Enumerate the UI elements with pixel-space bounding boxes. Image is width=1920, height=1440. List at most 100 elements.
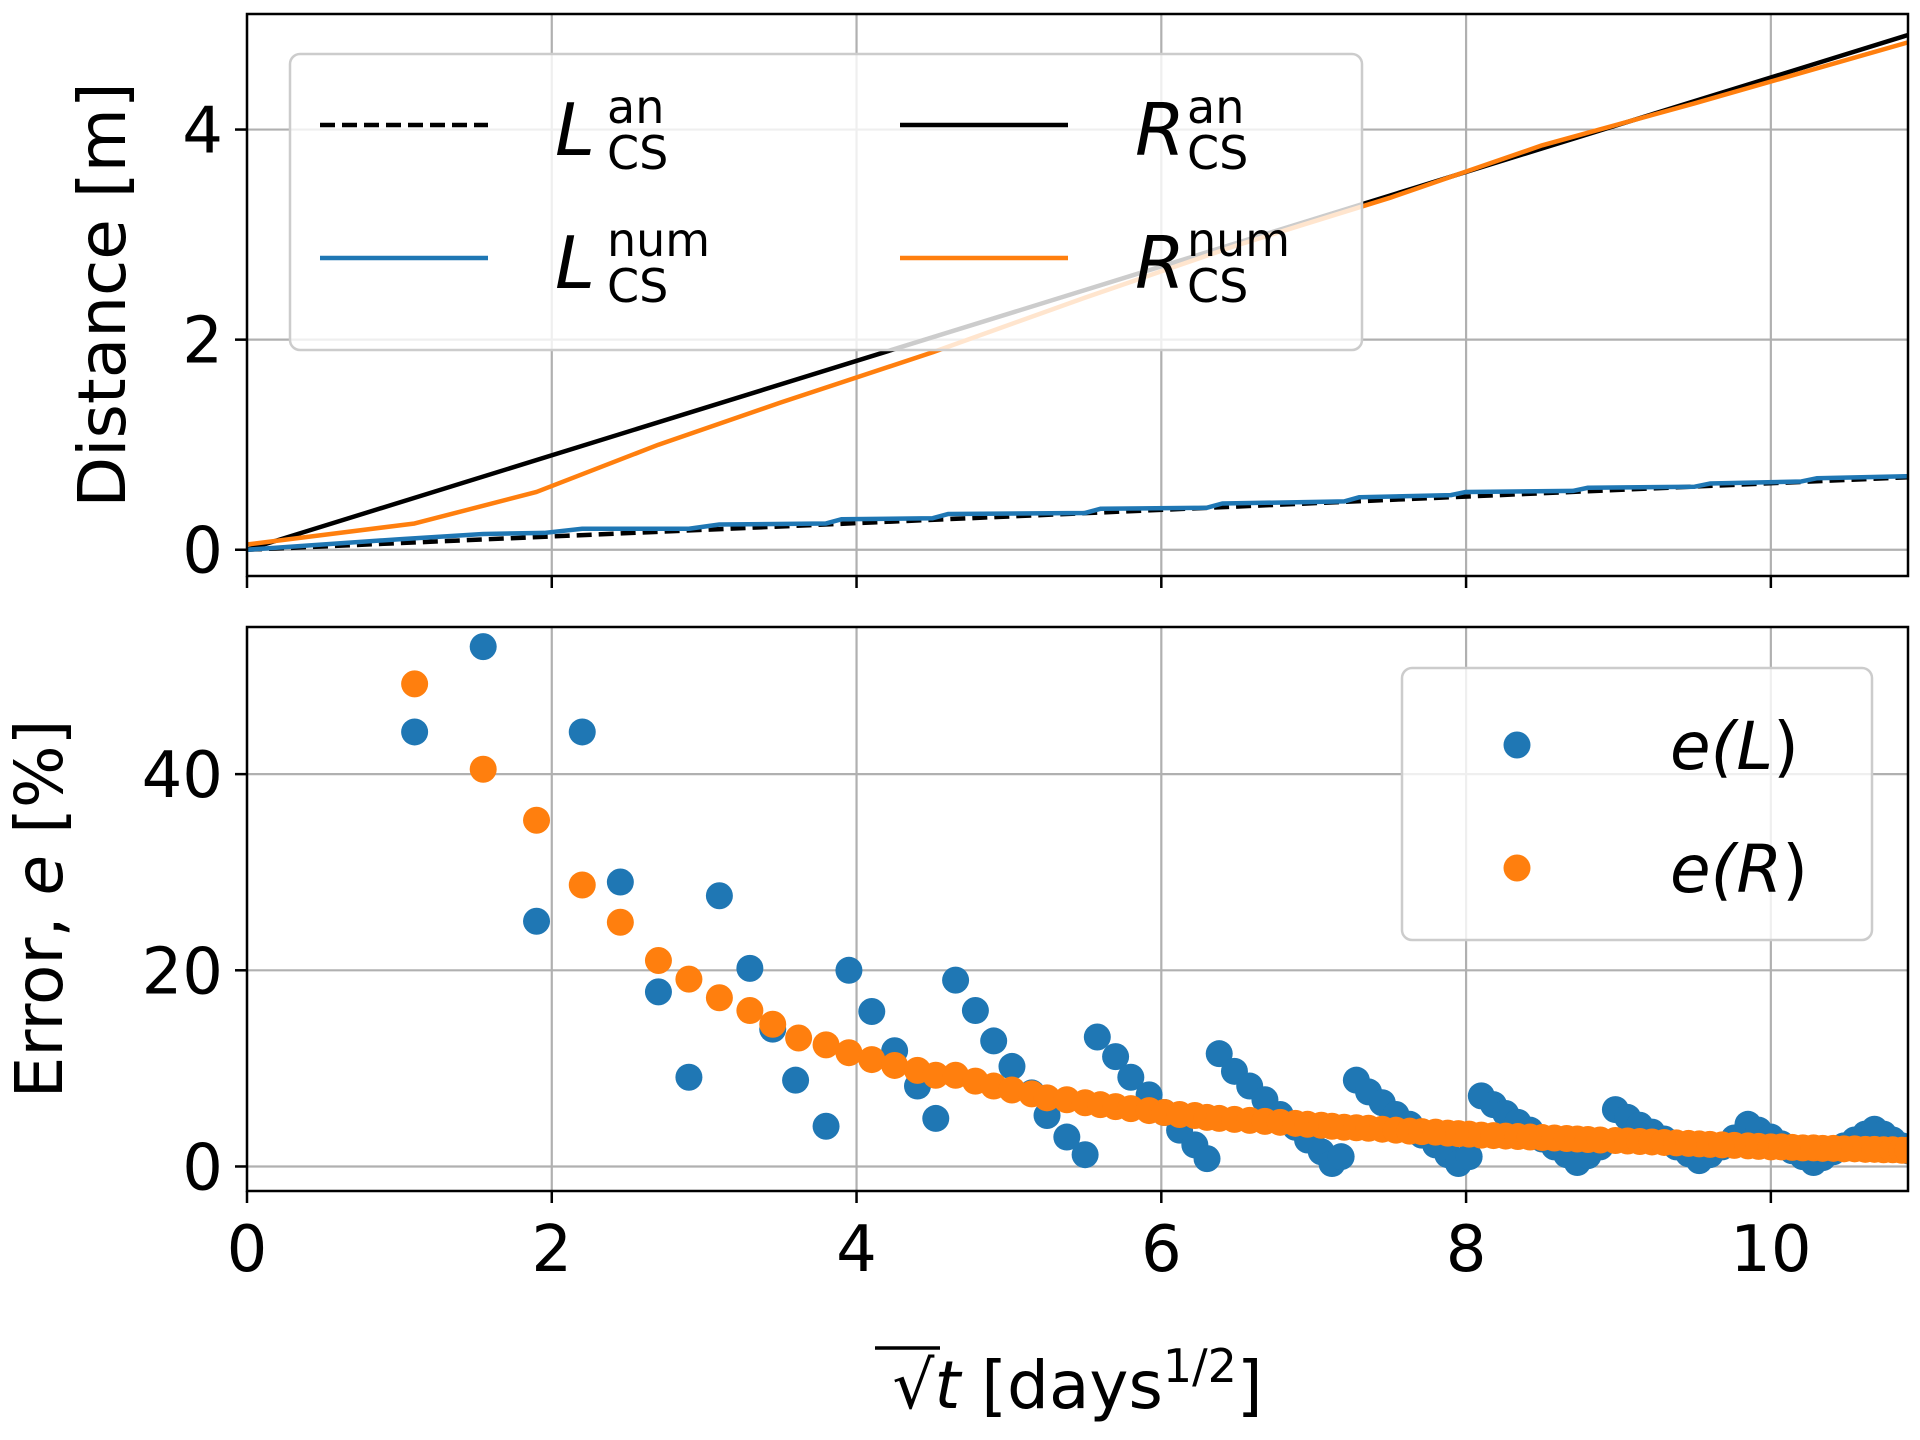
x-label-superscript: 1/2 [1163,1339,1237,1393]
data-point-er [401,670,429,698]
x-label-variable: t [934,1347,962,1424]
data-point-er [705,984,733,1012]
y-tick-label: 0 [182,515,223,589]
data-point-er [568,871,596,899]
data-point-er [736,997,764,1025]
data-point-el [469,633,497,661]
y-label-variable: e [1,855,78,896]
x-axis-label: √t [days1/2] [892,1339,1262,1424]
data-point-er [644,946,672,974]
legend-superscript: num [607,213,710,267]
plot-frame [245,625,1910,1193]
data-point-er [835,1039,863,1067]
data-point-el [1327,1143,1355,1171]
plot-frame [245,12,1910,578]
y-axis-label: Distance [m] [64,82,141,507]
data-point-el [835,956,863,984]
y-tick-label: 4 [182,95,223,169]
legend-label: e(R) [1670,831,1808,908]
legend-symbol: R [1135,88,1185,172]
legend-symbol: L [555,88,595,172]
legend-close: ) [1782,831,1808,908]
x-label-text: [days [960,1347,1163,1424]
data-point-el [523,907,551,935]
legend-marker [1503,731,1531,759]
legend-superscript: an [607,80,664,134]
x-tick-label: 8 [1446,1213,1487,1287]
data-point-el [998,1052,1026,1080]
data-point-er [675,965,703,993]
data-point-el [1117,1063,1145,1091]
data-point-el [1455,1143,1483,1171]
legend-variable: L [1736,708,1773,785]
data-point-el [1083,1023,1111,1051]
data-point-el [858,998,886,1026]
data-point-el [644,978,672,1006]
data-point-er [812,1031,840,1059]
data-point-er [523,806,551,834]
y-label-text: Error, [1,895,78,1098]
x-tick-label: 6 [1141,1213,1182,1287]
data-point-el [1205,1040,1233,1068]
data-point-el [942,966,970,994]
legend-subscript: CS [607,259,668,313]
y-label-unit: [%] [1,720,78,855]
legend-label: Ran CS [1135,80,1248,180]
x-label-sqrt: √ [892,1347,935,1424]
bottom-panel: 0 2 4 6 8 10 0 20 40 Error, e [%] √t [days1/2] e( L)… [1,625,1910,1424]
data-point-el [1071,1141,1099,1169]
x-tick-label: 4 [836,1213,877,1287]
data-point-el [705,882,733,910]
data-point-er [1033,1084,1061,1112]
data-point-er [606,908,634,936]
legend-func: e( [1670,831,1740,908]
scatter-points [401,633,1908,1178]
x-label-close: ] [1237,1347,1263,1424]
data-point-el [606,868,634,896]
x-tick-label: 2 [531,1213,572,1287]
data-point-el [1193,1145,1221,1173]
data-point-el [1102,1043,1130,1071]
x-tick-label: 10 [1730,1213,1811,1287]
legend-subscript: CS [1187,126,1248,180]
y-tick-label: 20 [142,935,223,1009]
legend-symbol: R [1135,221,1185,305]
y-tick-label: 2 [182,305,223,379]
legend-superscript: num [1187,213,1290,267]
data-point-el [922,1104,950,1132]
legend-subscript: CS [1187,259,1248,313]
legend-label: Rnum CS [1135,213,1290,313]
data-point-el [812,1112,840,1140]
legend-close: ) [1773,708,1799,785]
data-point-el [675,1063,703,1091]
data-point-er [881,1051,909,1079]
legend-frame [288,52,1364,352]
data-point-el [1053,1123,1081,1151]
legend-symbol: L [555,221,595,305]
series-line-lcsan [246,475,1909,552]
data-point-er [759,1010,787,1038]
data-point-er [922,1061,950,1089]
data-point-el [980,1027,1008,1055]
data-point-el [961,997,989,1025]
data-point-er [1894,1136,1908,1164]
data-point-er [785,1024,813,1052]
series-line-lcsnum [246,473,1909,552]
y-tick-label: 40 [142,739,223,813]
data-point-el [736,954,764,982]
data-point-el [568,718,596,746]
y-axis-label: Error, e [%] [1,720,78,1099]
legend-subscript: CS [607,126,668,180]
data-point-el [401,718,429,746]
y-tick-label: 0 [182,1131,223,1205]
data-point-er [469,755,497,783]
legend-superscript: an [1187,80,1244,134]
legend-variable: R [1736,831,1782,908]
data-point-el [782,1066,810,1094]
x-tick-label: 0 [227,1213,268,1287]
